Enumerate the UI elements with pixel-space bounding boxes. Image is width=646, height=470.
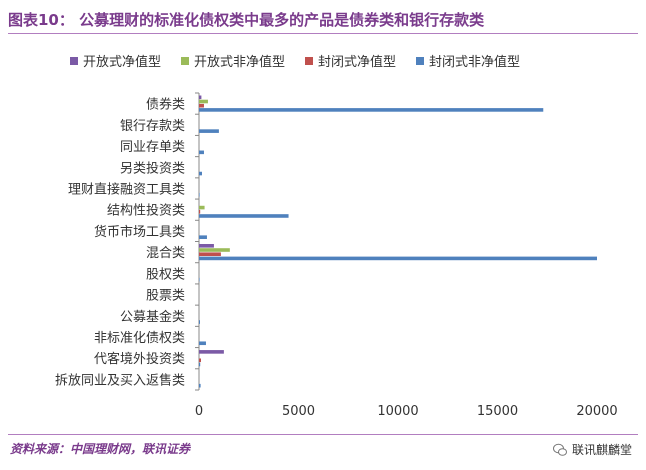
legend: 开放式净值型 开放式非净值型 封闭式净值型 封闭式非净值型 bbox=[70, 51, 520, 70]
bar bbox=[199, 129, 219, 133]
legend-item-0: 开放式净值型 bbox=[70, 51, 161, 70]
bar bbox=[199, 248, 230, 252]
x-tick-label: 0 bbox=[195, 404, 203, 419]
category-label: 公募基金类 bbox=[120, 309, 185, 325]
legend-item-3: 封闭式非净值型 bbox=[416, 51, 520, 70]
legend-item-1: 开放式非净值型 bbox=[181, 51, 285, 70]
bar bbox=[199, 235, 207, 239]
bar bbox=[199, 205, 205, 210]
bar bbox=[199, 362, 201, 367]
bar bbox=[199, 214, 289, 218]
bar bbox=[199, 252, 221, 257]
category-label: 结构性投资类 bbox=[107, 203, 185, 219]
legend-swatch-2 bbox=[305, 56, 314, 65]
category-label: 混合类 bbox=[146, 246, 185, 261]
category-label: 银行存款类 bbox=[120, 119, 185, 134]
bar-chart: 债券类银行存款类同业存单类另类投资类理财直接融资工具类结构性投资类货币市场工具类… bbox=[55, 92, 618, 419]
category-label: 股权类 bbox=[146, 266, 185, 282]
bar bbox=[199, 350, 224, 354]
source-note: 资料来源：中国理财网，联讯证券 bbox=[10, 442, 191, 456]
bar bbox=[199, 103, 204, 108]
bar bbox=[199, 99, 208, 104]
bar bbox=[199, 95, 202, 100]
legend-swatch-1 bbox=[181, 56, 190, 65]
footer-divider bbox=[8, 434, 638, 435]
title-divider bbox=[8, 33, 638, 34]
legend-swatch-3 bbox=[416, 56, 425, 65]
legend-label-1: 开放式非净值型 bbox=[194, 55, 286, 70]
bar bbox=[199, 341, 206, 346]
category-label: 另类投资类 bbox=[120, 160, 185, 176]
x-tick-label: 10000 bbox=[377, 404, 418, 419]
brand: 联讯麒麟堂 bbox=[552, 441, 632, 458]
bar bbox=[199, 244, 214, 248]
category-label: 非标准化债权类 bbox=[94, 330, 185, 346]
category-label: 拆放同业及买入返售类 bbox=[55, 372, 185, 388]
legend-label-2: 封闭式净值型 bbox=[318, 55, 397, 70]
x-tick-label: 20000 bbox=[576, 404, 617, 419]
chart-title: 图表10： 公募理财的标准化债权类中最多的产品是债券类和银行存款类 bbox=[8, 11, 485, 29]
bar bbox=[199, 192, 200, 197]
x-tick-label: 5000 bbox=[282, 404, 315, 419]
bar bbox=[199, 108, 544, 112]
category-label: 代客境外投资类 bbox=[94, 351, 185, 367]
legend-item-2: 封闭式净值型 bbox=[305, 51, 396, 70]
x-tick-label: 15000 bbox=[477, 404, 518, 419]
category-label: 同业存单类 bbox=[120, 140, 185, 155]
category-label: 股票类 bbox=[146, 289, 185, 304]
bar bbox=[199, 383, 201, 388]
bar bbox=[199, 171, 202, 176]
legend-swatch-0 bbox=[70, 56, 78, 65]
bar bbox=[199, 320, 200, 324]
bar bbox=[199, 256, 597, 261]
bar bbox=[199, 277, 200, 282]
category-label: 债券类 bbox=[146, 97, 185, 113]
brand-name: 联讯麒麟堂 bbox=[571, 443, 632, 457]
bar bbox=[199, 358, 201, 363]
legend-label-3: 封闭式非净值型 bbox=[429, 55, 521, 70]
category-label: 货币市场工具类 bbox=[94, 224, 185, 240]
bar bbox=[199, 209, 201, 214]
legend-label-0: 开放式净值型 bbox=[83, 55, 162, 70]
wechat-icon bbox=[552, 443, 567, 456]
bar bbox=[199, 150, 204, 155]
category-label: 理财直接融资工具类 bbox=[68, 181, 185, 197]
